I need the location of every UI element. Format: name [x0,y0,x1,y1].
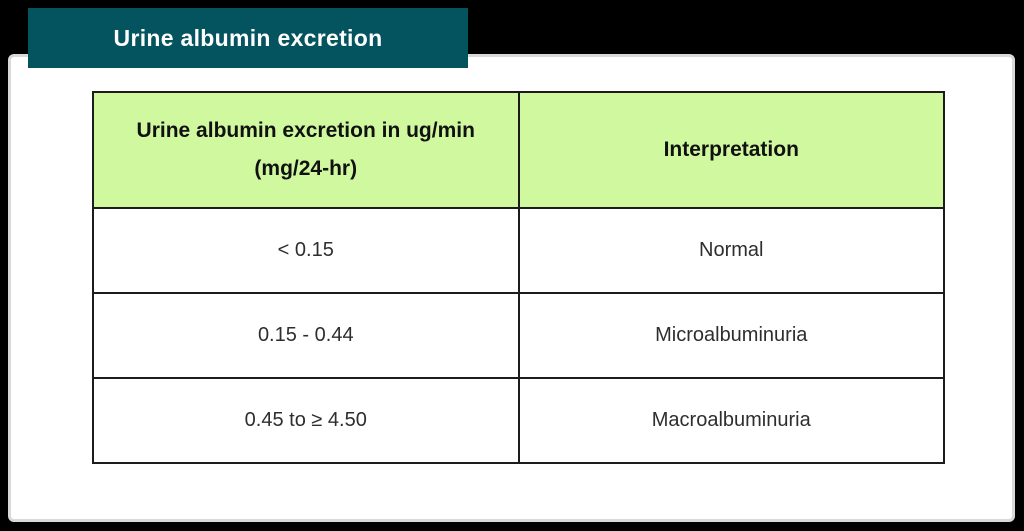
column-header-excretion: Urine albumin excretion in ug/min (mg/24… [92,91,520,209]
reference-table: Urine albumin excretion in ug/min (mg/24… [92,91,945,464]
table-header: Urine albumin excretion in ug/min (mg/24… [92,91,945,209]
table-body: < 0.15 Normal 0.15 - 0.44 Microalbuminur… [92,207,945,464]
table-row: < 0.15 Normal [92,207,945,294]
excretion-range-cell: 0.15 - 0.44 [92,292,520,379]
table-header-row: Urine albumin excretion in ug/min (mg/24… [92,91,945,209]
interpretation-cell: Macroalbuminuria [517,377,945,464]
excretion-range-cell: 0.45 to ≥ 4.50 [92,377,520,464]
reference-table-container: Urine albumin excretion in ug/min (mg/24… [92,91,945,464]
title-banner: Urine albumin excretion [28,8,468,68]
table-row: 0.45 to ≥ 4.50 Macroalbuminuria [92,377,945,464]
interpretation-cell: Microalbuminuria [517,292,945,379]
page-title: Urine albumin excretion [113,24,383,51]
excretion-range-cell: < 0.15 [92,207,520,294]
column-header-interpretation: Interpretation [517,91,945,209]
interpretation-cell: Normal [517,207,945,294]
table-row: 0.15 - 0.44 Microalbuminuria [92,292,945,379]
